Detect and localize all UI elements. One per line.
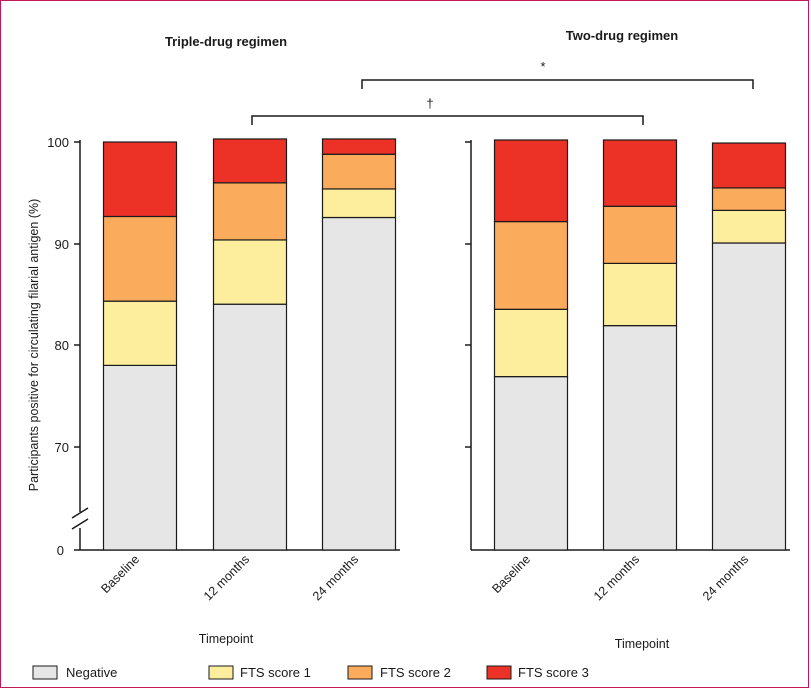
bar-segment-fts-score-2: [212, 182, 288, 241]
bar-segment-fts-score-3: [102, 141, 178, 218]
legend-swatch-fts1: [208, 665, 234, 680]
bar-segment-fts-score-1: [212, 239, 288, 305]
legend-label-fts3: FTS score 3: [518, 665, 589, 680]
significance-dagger-label: †: [426, 96, 433, 111]
bar-segment-fts-score-2: [321, 153, 397, 190]
legend-label-fts1: FTS score 1: [240, 665, 311, 680]
bar-segment-fts-score-2: [711, 187, 787, 211]
bar-segment-fts-score-3: [493, 139, 569, 223]
x-axis-title-right: Timepoint: [615, 637, 670, 651]
y-tick-label-70: 70: [55, 440, 69, 455]
significance-bracket-dagger: [251, 115, 644, 125]
x-ticks-right: Baseline 12 months 24 months: [489, 552, 751, 603]
x-tick-label: Baseline: [98, 552, 142, 596]
y-axis-title: Participants positive for circulating fi…: [27, 199, 41, 492]
panel-title-triple: Triple-drug regimen: [165, 34, 287, 49]
legend: Negative FTS score 1 FTS score 2 FTS sco…: [32, 665, 589, 680]
x-tick-label: Baseline: [489, 552, 533, 596]
y-tick-label-80: 80: [55, 338, 69, 353]
bar-segment-fts-score-1: [102, 300, 178, 367]
bar-segment-fts-score-3: [321, 138, 397, 155]
left-y-ticks: [74, 141, 80, 551]
bar-segment-fts-score-2: [602, 205, 678, 264]
bar-segment-fts-score-1: [493, 308, 569, 378]
x-tick-label: 12 months: [591, 552, 642, 603]
bar-segment-fts-score-3: [711, 142, 787, 189]
x-tick-label: 24 months: [700, 552, 751, 603]
x-tick-label: 12 months: [201, 552, 252, 603]
bar-segment-fts-score-2: [102, 215, 178, 302]
bar-segment-negative: [493, 376, 569, 551]
legend-label-negative: Negative: [66, 665, 117, 680]
bar-segment-negative: [102, 364, 178, 551]
bar-segment-negative: [212, 303, 288, 551]
panel-title-two: Two-drug regimen: [566, 28, 678, 43]
bars-two-drug: [493, 139, 787, 551]
legend-swatch-fts3: [486, 665, 512, 680]
bar-segment-fts-score-1: [711, 209, 787, 244]
x-axis-title-left: Timepoint: [199, 632, 254, 646]
bar-segment-fts-score-3: [602, 139, 678, 207]
bar-segment-fts-score-3: [212, 138, 288, 184]
bar-segment-negative: [602, 325, 678, 551]
legend-label-fts2: FTS score 2: [380, 665, 451, 680]
bar-segment-negative: [711, 242, 787, 551]
significance-star-label: *: [540, 59, 545, 74]
bar-segment-fts-score-2: [493, 220, 569, 310]
bar-segment-negative: [321, 216, 397, 551]
bars-triple-drug: [102, 138, 397, 551]
bar-segment-fts-score-1: [602, 262, 678, 327]
y-tick-label-100: 100: [47, 135, 69, 150]
y-tick-label-90: 90: [55, 237, 69, 252]
significance-bracket-star: [361, 79, 754, 89]
bar-segment-fts-score-1: [321, 188, 397, 219]
y-tick-label-0: 0: [57, 543, 64, 558]
legend-swatch-negative: [32, 665, 58, 680]
x-tick-label: 24 months: [310, 552, 361, 603]
legend-swatch-fts2: [347, 665, 373, 680]
x-ticks-left: Baseline 12 months 24 months: [98, 552, 361, 603]
